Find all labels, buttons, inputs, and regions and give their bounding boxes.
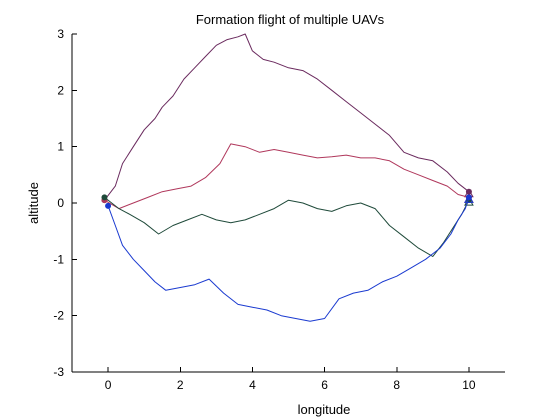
y-tick-label-5: 2 bbox=[57, 83, 64, 97]
x-tick-label-5: 10 bbox=[462, 378, 476, 392]
x-tick-label-3: 6 bbox=[321, 378, 328, 392]
y-tick-label-0: -3 bbox=[53, 365, 64, 379]
series-line-2 bbox=[104, 143, 470, 210]
y-axis-label: altitude bbox=[26, 182, 41, 224]
x-axis-label: longitude bbox=[298, 402, 351, 417]
plot-area bbox=[101, 33, 474, 322]
series-start-marker-4 bbox=[105, 202, 112, 209]
series-line-3 bbox=[104, 197, 470, 257]
chart-title: Formation flight of multiple UAVs bbox=[196, 12, 385, 27]
series-line-4 bbox=[107, 197, 470, 322]
x-ticks: 0 2 4 6 8 10 bbox=[105, 367, 476, 392]
y-tick-label-4: 1 bbox=[57, 140, 64, 154]
x-tick-label-4: 8 bbox=[393, 378, 400, 392]
y-tick-label-2: -1 bbox=[53, 252, 64, 266]
series-start-marker-3 bbox=[101, 194, 108, 201]
series-line-1 bbox=[104, 33, 470, 201]
y-tick-label-3: 0 bbox=[57, 196, 64, 210]
y-tick-label-6: 3 bbox=[57, 27, 64, 41]
y-tick-label-1: -2 bbox=[53, 309, 64, 323]
series-end-triangle-4 bbox=[464, 194, 474, 203]
series-end-triangle-3 bbox=[464, 197, 474, 206]
y-ticks: -3 -2 -1 0 1 2 3 bbox=[53, 27, 77, 379]
x-tick-label-1: 2 bbox=[177, 378, 184, 392]
x-tick-label-0: 0 bbox=[105, 378, 112, 392]
x-tick-label-2: 4 bbox=[249, 378, 256, 392]
